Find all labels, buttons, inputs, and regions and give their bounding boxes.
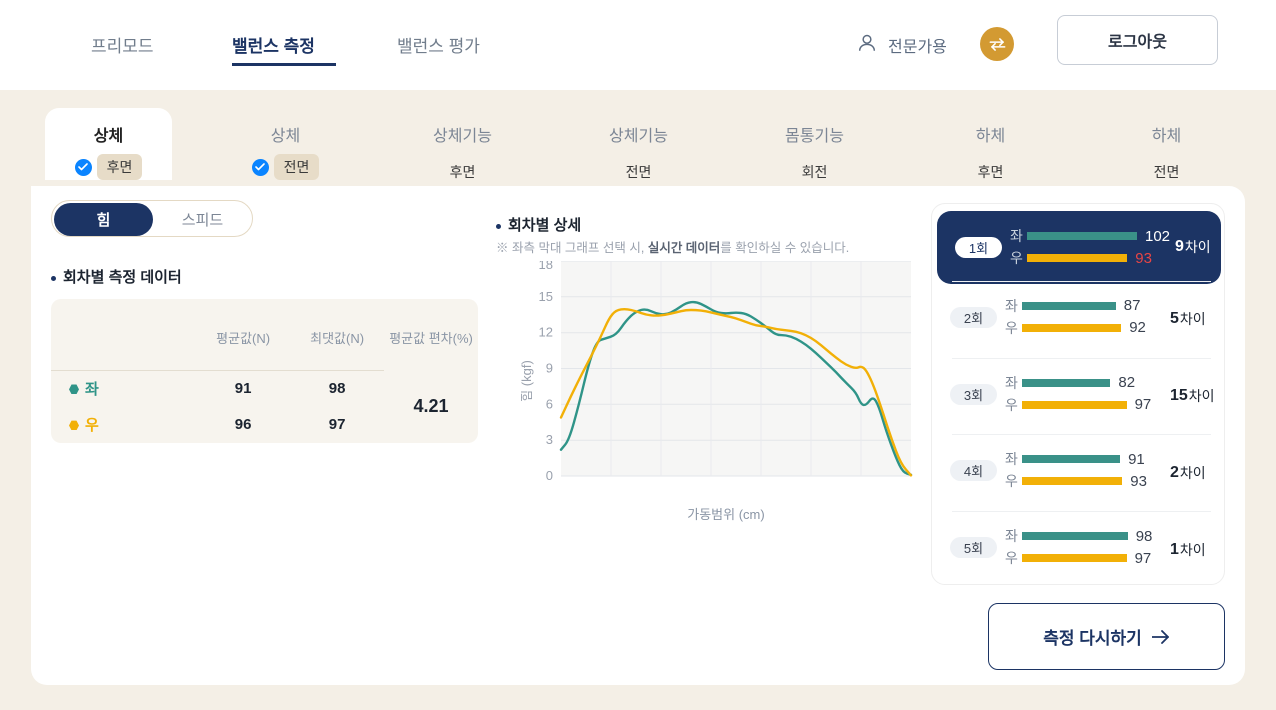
svg-text:12: 12 — [539, 325, 553, 340]
svg-text:6: 6 — [546, 396, 553, 411]
svg-text:3: 3 — [546, 432, 553, 447]
svg-text:9: 9 — [546, 361, 553, 376]
svg-text:0: 0 — [546, 468, 553, 483]
svg-text:힘 (kgf): 힘 (kgf) — [521, 360, 534, 402]
svg-text:15: 15 — [539, 289, 553, 304]
svg-text:18: 18 — [539, 261, 553, 272]
